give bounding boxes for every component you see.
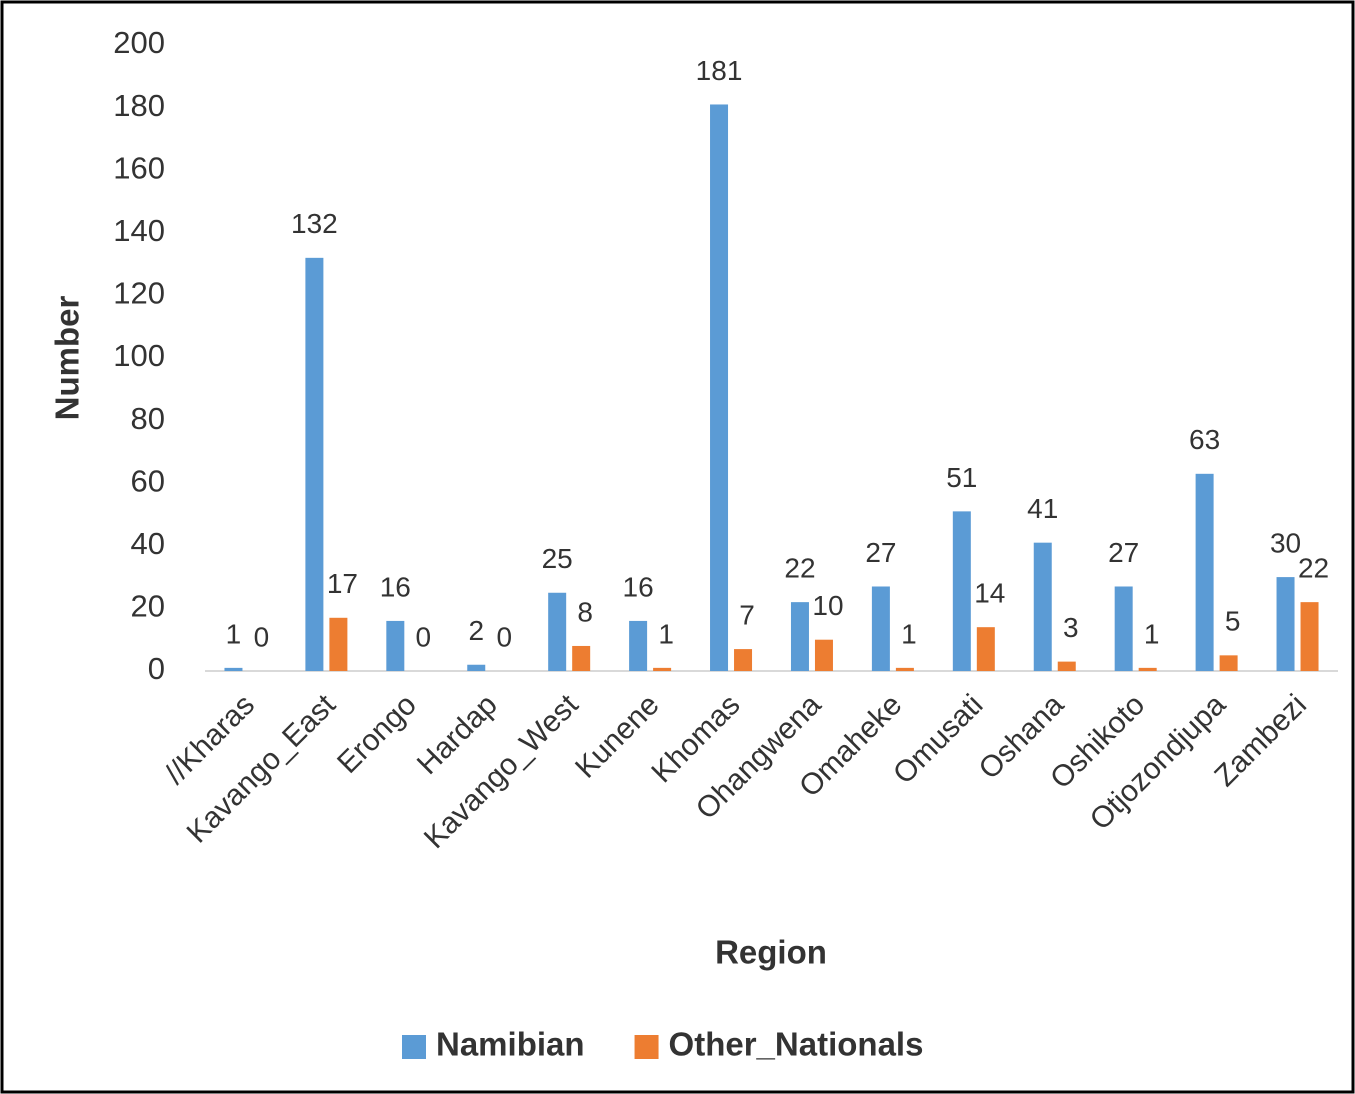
y-tick-label: 40 [131,526,165,561]
value-label: 3 [1063,612,1079,643]
bar [814,639,833,671]
value-label: 1 [658,618,674,649]
bar [1114,586,1133,671]
bar [572,645,591,671]
bar [871,586,890,671]
bar [329,617,348,671]
value-label: 0 [254,621,270,652]
y-tick-label: 80 [131,401,165,436]
bar [629,620,648,671]
value-label: 0 [416,621,432,652]
value-label: 7 [739,599,755,630]
legend-swatch [402,1035,426,1059]
value-label: 17 [327,568,358,599]
value-label: 27 [865,537,896,568]
bar [1300,602,1319,671]
x-tick-label: Omusati [887,688,989,790]
value-label: 63 [1189,424,1220,455]
value-label: 2 [468,615,484,646]
bar [1057,661,1076,671]
value-label: 16 [380,571,411,602]
y-tick-label: 160 [113,150,165,185]
value-label: 1 [226,618,242,649]
y-tick-label: 60 [131,463,165,498]
bar [467,664,486,671]
y-tick-label: 0 [148,651,165,686]
value-label: 14 [974,578,1005,609]
y-tick-label: 140 [113,213,165,248]
bar [734,649,753,671]
bar [952,511,971,671]
value-label: 22 [784,553,815,584]
bar [305,257,324,671]
bar [790,602,809,671]
bar [1219,655,1238,671]
value-label: 22 [1298,553,1329,584]
bar [386,620,405,671]
bar [710,104,729,672]
y-tick-label: 20 [131,589,165,624]
bar [653,667,672,671]
legend-label: Namibian [436,1026,585,1063]
y-tick-label: 200 [113,25,165,60]
legend-swatch [634,1035,659,1059]
value-label: 132 [291,208,338,239]
x-tick-label: Erongo [331,688,423,780]
x-tick-label: Kavango_East [181,688,343,850]
bar [1033,542,1052,671]
bar [1138,667,1157,671]
value-label: 181 [696,55,743,86]
y-tick-label: 120 [113,276,165,311]
value-label: 51 [946,462,977,493]
value-label: 8 [577,596,593,627]
bar [224,667,243,671]
value-label: 27 [1108,537,1139,568]
bar [1195,473,1214,671]
y-tick-label: 180 [113,88,165,123]
value-label: 10 [812,590,843,621]
x-axis-title: Region [715,934,827,971]
value-label: 16 [623,571,654,602]
bar [895,667,914,671]
bar [548,592,567,671]
value-label: 41 [1027,493,1058,524]
value-label: 0 [496,621,512,652]
y-tick-label: 100 [113,338,165,373]
legend-label: Other_Nationals [669,1026,924,1063]
value-label: 1 [901,618,917,649]
bar [976,627,995,671]
value-label: 25 [542,543,573,574]
value-label: 1 [1144,618,1160,649]
value-label: 30 [1270,527,1301,558]
bar [1276,577,1295,671]
value-label: 5 [1225,606,1241,637]
y-axis-title: Number [49,296,86,421]
